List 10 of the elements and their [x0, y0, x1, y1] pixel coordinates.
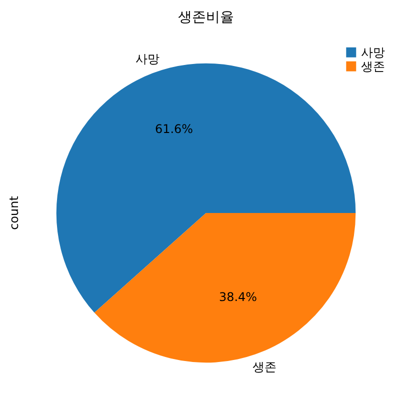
slice-label: 사망: [135, 52, 160, 66]
pie-slice: [56, 63, 356, 313]
data-label: 38.4%: [218, 290, 258, 304]
data-label: 61.6%: [154, 122, 194, 136]
pie-slice: [94, 212, 356, 362]
text: count: [6, 196, 21, 230]
legend-label: 생존: [361, 59, 386, 74]
chart-title: 생존비율: [178, 9, 234, 26]
slice-label: 생존: [252, 360, 277, 374]
legend-label: 사망: [361, 45, 386, 60]
